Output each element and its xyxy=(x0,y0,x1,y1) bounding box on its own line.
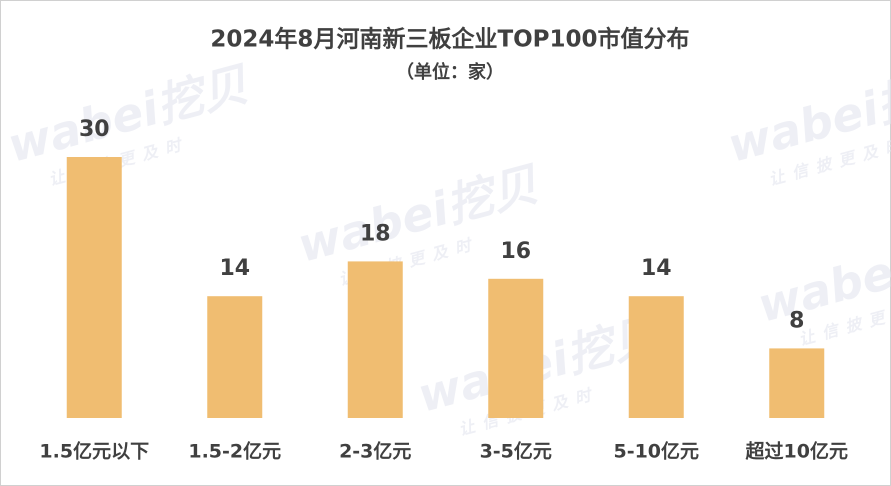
value-label: 16 xyxy=(500,239,531,264)
chart-title: 2024年8月河南新三板企业TOP100市值分布 xyxy=(210,26,689,53)
value-label: 30 xyxy=(79,117,110,142)
chart-subtitle: （单位：家） xyxy=(396,61,504,83)
x-tick-label: 5-10亿元 xyxy=(613,440,699,463)
value-label: 8 xyxy=(789,308,804,333)
bar xyxy=(66,157,122,418)
x-tick-label: 2-3亿元 xyxy=(339,440,411,463)
bar xyxy=(207,296,263,418)
bar xyxy=(628,296,684,418)
x-tick-label: 超过10亿元 xyxy=(745,440,848,463)
x-tick-label: 3-5亿元 xyxy=(480,440,552,463)
bar xyxy=(769,348,825,418)
value-label: 14 xyxy=(641,256,672,281)
x-tick-label: 1.5-2亿元 xyxy=(188,440,281,463)
bar xyxy=(347,261,403,418)
value-label: 18 xyxy=(360,221,391,246)
bar xyxy=(488,278,544,418)
value-label: 14 xyxy=(219,256,250,281)
x-tick-label: 1.5亿元以下 xyxy=(39,440,149,463)
